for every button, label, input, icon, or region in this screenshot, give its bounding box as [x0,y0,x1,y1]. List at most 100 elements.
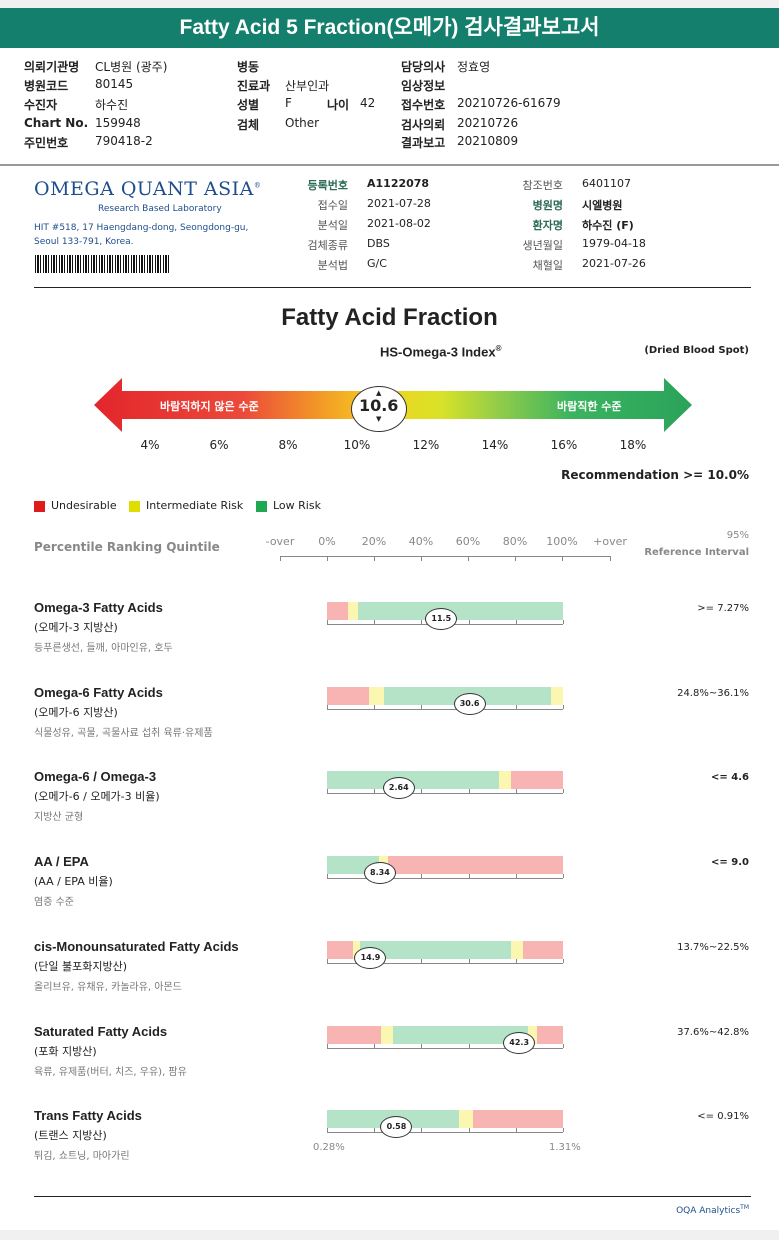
row-2-segment-1 [499,771,512,790]
pct-tick-label-3: 40% [408,535,434,548]
info-left-value-3: DBS [367,237,390,250]
row-3-axis-tick-3 [468,874,470,879]
gauge-tick-7: 18% [619,438,647,452]
header-col3-value-2: 20210726-61679 [457,96,561,110]
pct-tick-mark-7 [610,556,611,561]
pct-tick-mark-5 [515,556,516,561]
row-2-value: 2.64 [388,783,409,793]
row-1-value: 30.6 [459,698,480,708]
gauge-value: 10.6 [358,396,399,415]
row-4-value: 14.9 [360,952,381,962]
row-ref-2: <= 4.6 [711,772,749,784]
row-0-segment-0 [327,602,349,620]
row-0-segment-1 [348,602,358,620]
gauge-tick-2: 8% [278,438,298,452]
header-label-0: 의뢰기관명 [24,60,80,74]
row-title-1: Omega-6 Fatty Acids [34,684,163,700]
row-4-axis-tick-0 [327,958,328,963]
footer-tm: TM [740,1204,749,1211]
row-5-axis-tick-5 [563,1043,564,1048]
pct-tick-label-6: 100% [546,535,578,548]
lab-logo-reg: ® [253,181,262,190]
pct-tick-mark-3 [421,556,422,561]
pct-tick-mark-6 [562,556,563,561]
row-1-value-marker: 30.6 [453,692,486,715]
info-right-label-4: 채혈일 [532,259,563,272]
age-value: 42 [360,96,376,110]
row-0-axis-tick-1 [374,620,376,624]
legend-swatch-1 [129,501,140,512]
row-subtitle-1: (오메가-6 지방산) [34,705,118,719]
age-label: 나이 [327,98,350,112]
row-5-value-marker: 42.3 [503,1031,536,1054]
lab-address-line2: Seoul 133-791, Korea. [34,237,134,247]
barcode [35,255,169,273]
row-food-4: 올리브유, 유채유, 카놀라유, 아몬드 [34,981,182,993]
row-subtitle-0: (오메가-3 지방산) [34,621,118,634]
row-6-value: 0.58 [386,1122,407,1132]
pct-tick-label-5: 80% [502,535,528,548]
header-value-4: 790418-2 [95,134,153,148]
row-5-segment-2 [393,1025,528,1044]
row-title-5: Saturated Fatty Acids [34,1023,168,1039]
row-subtitle-6: (트랜스 지방산) [34,1129,107,1143]
row-6-range-min: 0.28% [313,1142,345,1154]
row-ref-5: 37.6%~42.8% [677,1026,749,1038]
row-subtitle-2: (오메가-6 / 오메가-3 비율) [34,790,160,804]
row-title-2: Omega-6 / Omega-3 [34,769,157,785]
pct-tick-label-0: -over [265,535,295,548]
row-0-value-marker: 11.5 [425,608,458,630]
info-right-label-1: 병원명 [532,199,563,212]
info-right-label-3: 생년월일 [522,239,563,252]
row-food-5: 육류, 유제품(버터, 치즈, 우유), 팜유 [34,1066,187,1078]
header-value-0: CL병원 (광주) [95,60,168,74]
row-food-0: 등푸른생선, 들깨, 아마인유, 호두 [34,643,173,654]
row-0-axis-tick-5 [563,620,564,624]
row-5-axis-tick-1 [374,1043,376,1048]
header-label-1: 병원코드 [24,79,69,93]
header-col3-value-0: 정효영 [457,60,491,74]
pct-axis-line [280,556,610,557]
info-left-value-1: 2021-07-28 [367,197,431,210]
row-2-segment-0 [327,771,500,790]
row-5-axis-tick-2 [421,1043,423,1048]
legend-swatch-0 [34,501,45,512]
row-3-axis-tick-4 [515,874,517,879]
header-divider [0,164,779,166]
info-right-value-4: 2021-07-26 [582,257,646,270]
row-4-axis-tick-4 [515,958,517,963]
row-0-axis-tick-0 [327,620,328,624]
row-6-axis-tick-2 [421,1128,423,1133]
row-0-axis-tick-4 [515,620,517,624]
legend-label-1: Intermediate Risk [146,499,244,512]
header-col3-label-1: 임상정보 [401,79,446,93]
row-subtitle-4: (단일 불포화지방산) [34,959,128,973]
row-5-segment-4 [537,1025,563,1044]
row-2-axis-tick-0 [327,789,328,794]
row-6-axis-tick-0 [327,1128,328,1133]
gauge-tick-0: 4% [140,438,160,452]
row-6-value-marker: 0.58 [380,1116,413,1139]
header-col2-value-3: Other [285,116,320,130]
row-2-axis-tick-4 [515,789,517,794]
row-ref-1: 24.8%~36.1% [677,687,749,699]
row-3-axis-tick-5 [563,874,564,879]
row-1-axis-tick-0 [327,704,328,709]
header-col3-value-3: 20210726 [457,116,519,130]
header-col3-label-2: 접수번호 [401,98,446,112]
info-left-value-4: G/C [367,257,387,270]
row-5-segment-1 [381,1025,394,1044]
row-2-axis-tick-3 [468,789,470,794]
patient-header [0,48,779,164]
index-title-reg: ® [495,344,502,353]
header-col2-label-1: 진료과 [237,79,271,93]
header-value-1: 80145 [95,77,134,91]
header-label-2: 수진자 [24,98,58,112]
row-3-axis-tick-0 [327,874,328,879]
row-1-axis-tick-2 [421,704,423,709]
row-1-axis-tick-5 [563,704,564,709]
row-3-axis [327,878,563,880]
row-1-segment-1 [369,686,384,705]
row-1-axis [327,708,563,710]
row-3-segment-2 [388,856,563,875]
